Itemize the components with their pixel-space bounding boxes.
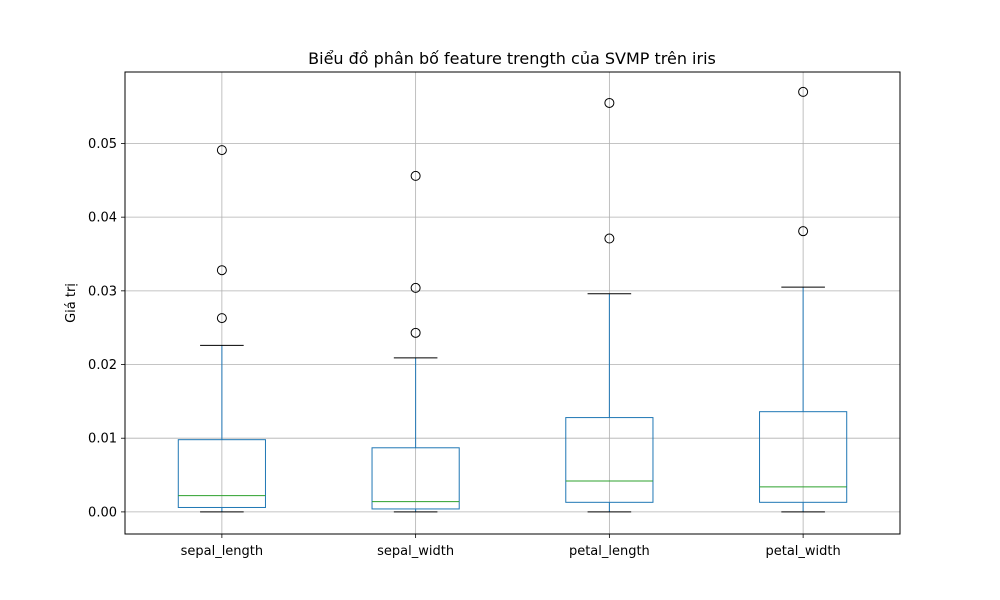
outlier-point [410,327,421,338]
outlier-point [410,170,421,181]
x-tick-label: petal_length [569,544,650,559]
y-tick-label: 0.04 [88,211,117,226]
outlier-point [798,86,809,97]
box-sepal-width [371,170,460,513]
outlier-point [216,265,227,276]
axis-layer: 0.00 0.01 0.02 0.03 0.04 0.05 sepal_length sepa… [88,71,901,559]
outlier-point [798,226,809,237]
iqr-box [371,447,460,510]
x-tick-label: sepal_width [377,544,454,559]
box-layer [177,86,848,513]
iqr-box [759,411,848,503]
y-axis-label: Giá trị [64,283,79,323]
y-tick-label: 0.05 [88,137,117,152]
y-tick-label: 0.03 [88,284,117,299]
y-tick-label: 0.02 [88,358,117,373]
plot-frame [124,71,901,535]
chart-title: Biểu đồ phân bố feature trength của SVMP… [308,49,716,68]
outlier-point [216,313,227,324]
box-petal-length [565,97,654,513]
box-petal-width [759,86,848,513]
outlier-point [604,233,615,244]
x-tick-label: petal_width [765,544,840,559]
grid-layer [125,72,900,534]
iqr-box [565,417,654,503]
outlier-point [604,97,615,108]
y-tick-label: 0.01 [88,432,117,447]
x-tick-label: sepal_length [181,544,264,559]
iqr-box [177,439,266,508]
outlier-point [216,145,227,156]
box-sepal-length [177,145,266,513]
y-tick-label: 0.00 [88,505,117,520]
outlier-point [410,282,421,293]
